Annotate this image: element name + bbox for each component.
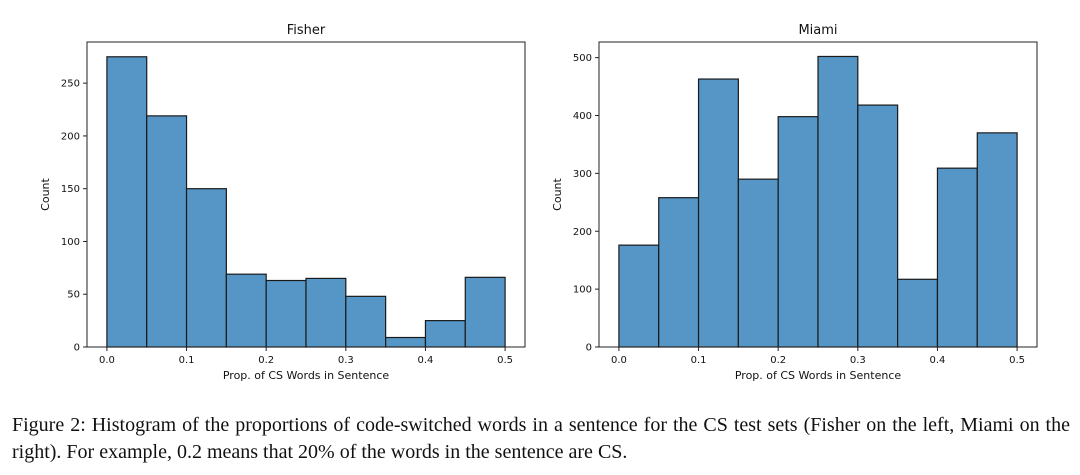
fisher-histogram: 0.0 0.1 0.2 0.3 0.4 0.5 0 50 100 150 200 250 Fisher P… (39, 23, 526, 382)
miami-x-tick-label: 0.4 (930, 355, 946, 366)
fisher-bar (345, 295, 387, 348)
fisher-bar (106, 56, 148, 348)
miami-chart-title: Miami (798, 23, 837, 38)
fisher-y-tick-label: 150 (61, 184, 80, 195)
miami-y-tick-label: 0 (586, 343, 592, 354)
figure-caption: Figure 2: Histogram of the proportions o… (12, 414, 1070, 463)
fisher-x-tick-label: 0.2 (258, 355, 274, 366)
miami-bar (857, 104, 899, 348)
fisher-y-tick-label: 0 (74, 343, 80, 354)
miami-x-tick-label: 0.2 (770, 355, 786, 366)
miami-y-tick-label: 100 (573, 285, 592, 296)
miami-x-tick-label: 0.1 (691, 355, 707, 366)
fisher-bar (265, 279, 307, 348)
fisher-bar (424, 320, 466, 348)
fisher-plot-frame (86, 41, 526, 348)
fisher-x-tick-label: 0.4 (418, 355, 434, 366)
miami-bar (658, 197, 700, 348)
miami-bar (936, 167, 978, 348)
miami-bar (777, 116, 819, 348)
fisher-bar (464, 276, 506, 348)
fisher-x-axis-label: Prop. of CS Words in Sentence (223, 369, 390, 382)
fisher-bar (146, 115, 188, 348)
miami-y-axis-label: Count (551, 177, 564, 210)
fisher-chart-title: Fisher (287, 23, 326, 38)
fisher-x-tick-label: 0.0 (99, 355, 115, 366)
miami-y-tick-label: 400 (573, 111, 592, 122)
miami-bar (618, 244, 660, 348)
fisher-y-tick-label: 50 (67, 290, 80, 301)
miami-bar (737, 178, 779, 348)
miami-y-tick-label: 200 (573, 227, 592, 238)
miami-bar (897, 278, 939, 348)
miami-x-axis-label: Prop. of CS Words in Sentence (735, 369, 902, 382)
miami-bar (817, 55, 859, 348)
miami-x-tick-label: 0.3 (850, 355, 866, 366)
fisher-bar (225, 273, 267, 348)
figure-canvas: 0.0 0.1 0.2 0.3 0.4 0.5 0 50 100 150 200 250 Fisher P… (39, 23, 1038, 382)
miami-histogram: 0.0 0.1 0.2 0.3 0.4 0.5 0 100 200 300 400 500 Miami P… (551, 23, 1038, 382)
fisher-y-axis-label: Count (39, 177, 52, 210)
fisher-x-tick-label: 0.1 (179, 355, 195, 366)
fisher-x-tick-label: 0.5 (497, 355, 513, 366)
fisher-x-tick-label: 0.3 (338, 355, 354, 366)
miami-bar (976, 132, 1018, 348)
miami-plot-frame (598, 41, 1038, 348)
miami-bar (697, 78, 739, 348)
fisher-bar (385, 336, 427, 348)
fisher-y-tick-label: 100 (61, 237, 80, 248)
fisher-y-tick-label: 250 (61, 79, 80, 90)
fisher-bar (185, 188, 227, 348)
miami-x-tick-label: 0.5 (1009, 355, 1025, 366)
miami-y-tick-label: 500 (573, 53, 592, 64)
miami-y-tick-label: 300 (573, 169, 592, 180)
miami-x-tick-label: 0.0 (611, 355, 627, 366)
fisher-y-tick-label: 200 (61, 131, 80, 142)
fisher-bar (305, 277, 347, 348)
